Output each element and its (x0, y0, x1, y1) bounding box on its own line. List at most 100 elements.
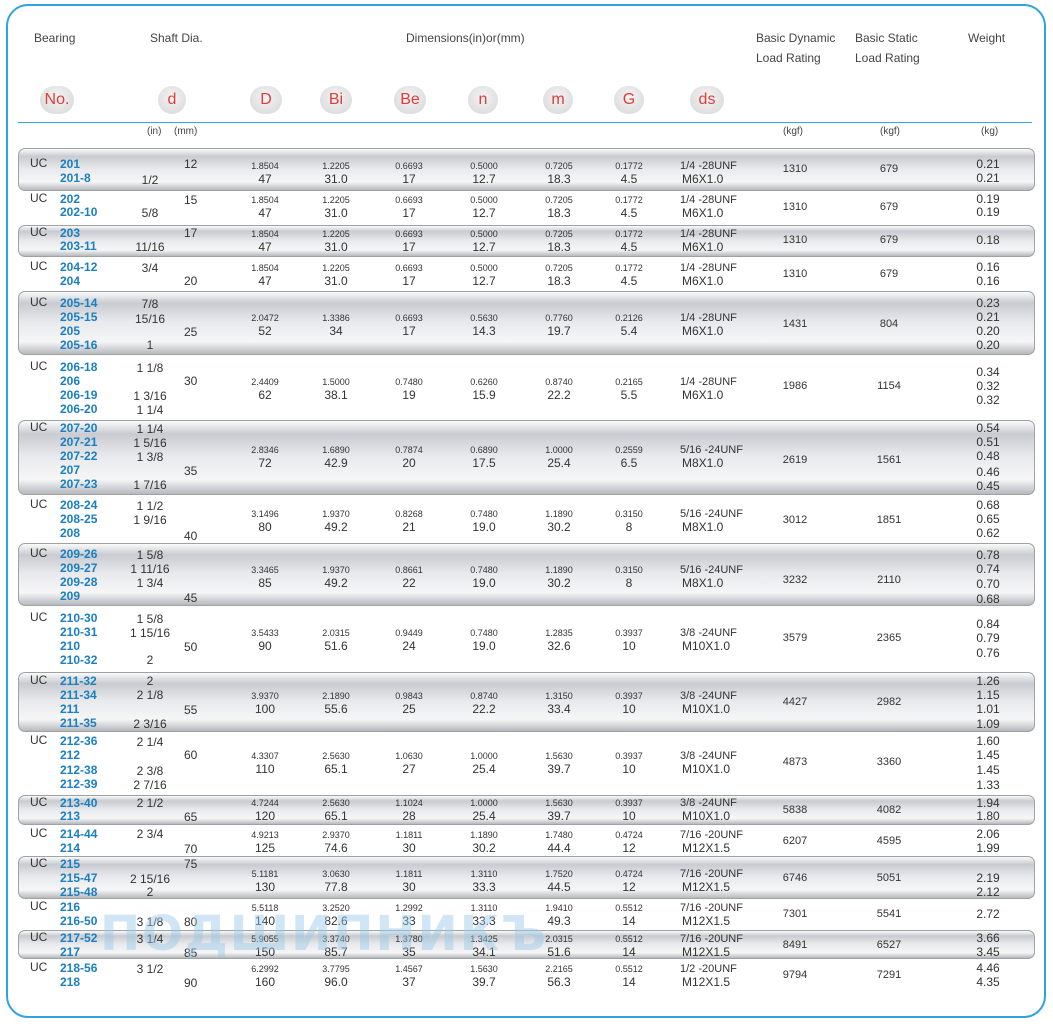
thread-metric: M6X1.0 (682, 206, 724, 220)
bearing-number: 206 (60, 374, 81, 388)
thread-inch: 1/4 -28UNF (680, 228, 737, 240)
dim-n-mm: 39.7 (472, 975, 496, 989)
shaft-mm: 70 (184, 842, 198, 856)
header-rule (18, 122, 1032, 123)
series-prefix: UC (30, 191, 48, 205)
thread-inch: 1/4 -28UNF (680, 312, 737, 324)
row-band (18, 672, 1035, 732)
thread-metric: M12X1.5 (682, 880, 731, 894)
dim-g-inch: 0.3150 (615, 565, 643, 575)
dim-n-inch: 0.7480 (470, 628, 498, 638)
dim-g-inch: 0.2165 (615, 377, 643, 387)
dynamic-load: 1310 (782, 268, 808, 280)
bearing-number: 203-11 (60, 239, 97, 253)
symbol-D: D (250, 86, 282, 114)
dim-m-inch: 1.7480 (545, 830, 573, 840)
weight-value: 3.66 (976, 931, 1000, 945)
dynamic-load: 6746 (782, 872, 808, 884)
dim-bi-inch: 1.2205 (322, 229, 350, 239)
thread-inch: 1/4 -28UNF (680, 262, 737, 274)
dim-n-inch: 1.3110 (470, 869, 498, 879)
dim-d-mm: 150 (254, 945, 276, 959)
dim-g-inch: 0.3937 (615, 798, 643, 808)
dynamic-load: 1310 (782, 163, 808, 175)
bearing-number: 207-22 (60, 449, 98, 463)
dim-be-inch: 0.6693 (395, 313, 423, 323)
shaft-inch: 7/8 (141, 297, 159, 311)
dim-bi-mm: 31.0 (324, 206, 348, 220)
thread-metric: M6X1.0 (682, 388, 724, 402)
series-prefix: UC (30, 733, 48, 747)
dim-d-mm: 47 (258, 240, 272, 254)
shaft-inch: 2 15/16 (129, 872, 171, 886)
symbol-G: G (614, 86, 644, 114)
dim-m-mm: 22.2 (547, 388, 571, 402)
row-band (18, 148, 1035, 191)
row-band (18, 225, 1035, 257)
dim-bi-inch: 1.9370 (322, 509, 350, 519)
series-prefix: UC (30, 795, 48, 809)
bearing-number: 217-52 (60, 931, 98, 945)
static-load: 3360 (876, 756, 902, 768)
dynamic-load: 3579 (782, 632, 808, 644)
unit-kgf-dynamic: (kgf) (783, 126, 803, 137)
shaft-inch: 2 3/4 (136, 827, 164, 841)
dim-d-mm: 140 (254, 914, 276, 928)
bearing-number: 214 (60, 841, 81, 855)
dim-d-inch: 1.8504 (251, 263, 279, 273)
dim-n-mm: 22.2 (472, 702, 496, 716)
bearing-number: 214-44 (60, 827, 98, 841)
bearing-number: 212 (60, 748, 81, 762)
symbol-ds: ds (690, 86, 724, 114)
dim-n-mm: 15.9 (472, 388, 496, 402)
dim-d-inch: 3.1496 (251, 509, 279, 519)
dim-m-mm: 32.6 (547, 639, 571, 653)
shaft-inch: 2 1/8 (136, 688, 164, 702)
dim-bi-inch: 1.2205 (322, 161, 350, 171)
dim-d-inch: 5.1181 (251, 869, 279, 879)
dim-m-inch: 1.5630 (545, 798, 573, 808)
bearing-number: 208-24 (60, 498, 98, 512)
dim-be-inch: 0.6693 (395, 161, 423, 171)
weight-value: 0.16 (976, 260, 1000, 274)
dim-m-inch: 1.3150 (545, 691, 573, 701)
dim-be-mm: 17 (402, 324, 416, 338)
dim-be-mm: 35 (402, 945, 416, 959)
bearing-number: 206-18 (60, 360, 98, 374)
dim-g-mm: 8 (625, 520, 633, 534)
bearing-number: 205-14 (60, 296, 98, 310)
dim-bi-mm: 49.2 (324, 576, 348, 590)
bearing-number: 204-12 (60, 260, 98, 274)
dim-n-inch: 1.0000 (470, 751, 498, 761)
bearing-number: 212-39 (60, 777, 98, 791)
shaft-mm: 30 (184, 374, 198, 388)
dim-n-inch: 0.6890 (470, 445, 498, 455)
weight-value: 1.45 (976, 748, 1000, 762)
dim-g-mm: 10 (622, 762, 636, 776)
dim-n-inch: 1.0000 (470, 798, 498, 808)
dim-bi-mm: 96.0 (324, 975, 348, 989)
dim-g-mm: 4.5 (620, 240, 638, 254)
bearing-number: 211-34 (60, 688, 97, 702)
dim-bi-mm: 77.8 (324, 880, 348, 894)
thread-inch: 1/4 -28UNF (680, 194, 737, 206)
dim-m-mm: 18.3 (547, 240, 571, 254)
dim-g-mm: 10 (622, 702, 636, 716)
dim-be-inch: 0.6693 (395, 229, 423, 239)
dim-n-inch: 0.7480 (470, 509, 498, 519)
shaft-mm: 75 (184, 857, 198, 871)
weight-value: 0.65 (976, 512, 1000, 526)
weight-value: 0.68 (976, 498, 1000, 512)
weight-value: 4.35 (976, 975, 1000, 989)
dim-m-mm: 18.3 (547, 172, 571, 186)
shaft-inch: 3/4 (141, 261, 159, 275)
dim-bi-inch: 1.9370 (322, 565, 350, 575)
bearing-number: 204 (60, 274, 81, 288)
shaft-inch: 1 7/16 (133, 478, 167, 492)
weight-value: 1.15 (976, 688, 1000, 702)
dim-g-mm: 12 (622, 880, 636, 894)
shaft-inch: 3 1/2 (136, 962, 164, 976)
dim-n-mm: 12.7 (472, 206, 496, 220)
dim-d-inch: 6.2992 (251, 964, 279, 974)
dim-bi-mm: 55.6 (324, 702, 348, 716)
